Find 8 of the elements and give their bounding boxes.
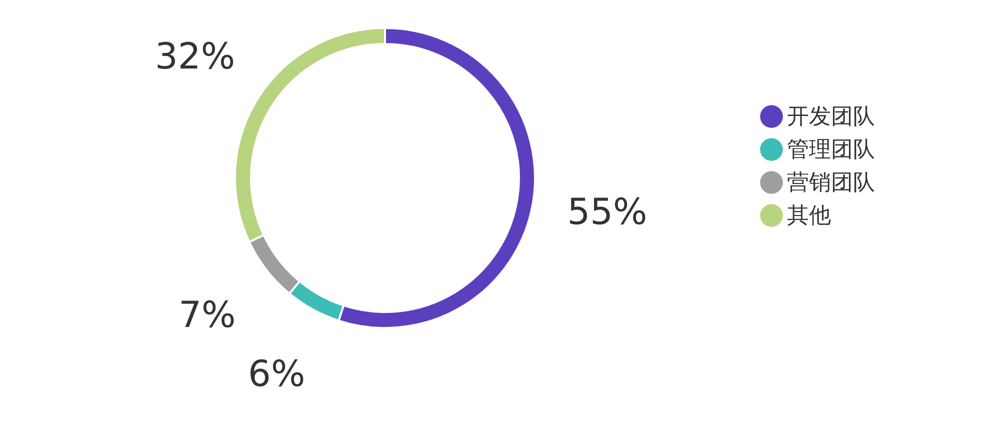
legend-label: 其他 [787,204,831,228]
legend-label: 开发团队 [787,104,875,130]
legend-label: 管理团队 [787,138,875,162]
data-label: 6% [248,354,306,396]
data-label: 7% [178,294,236,336]
data-label: 32% [155,36,236,78]
data-label: 55% [567,192,648,234]
legend-label: 营销团队 [787,170,875,196]
